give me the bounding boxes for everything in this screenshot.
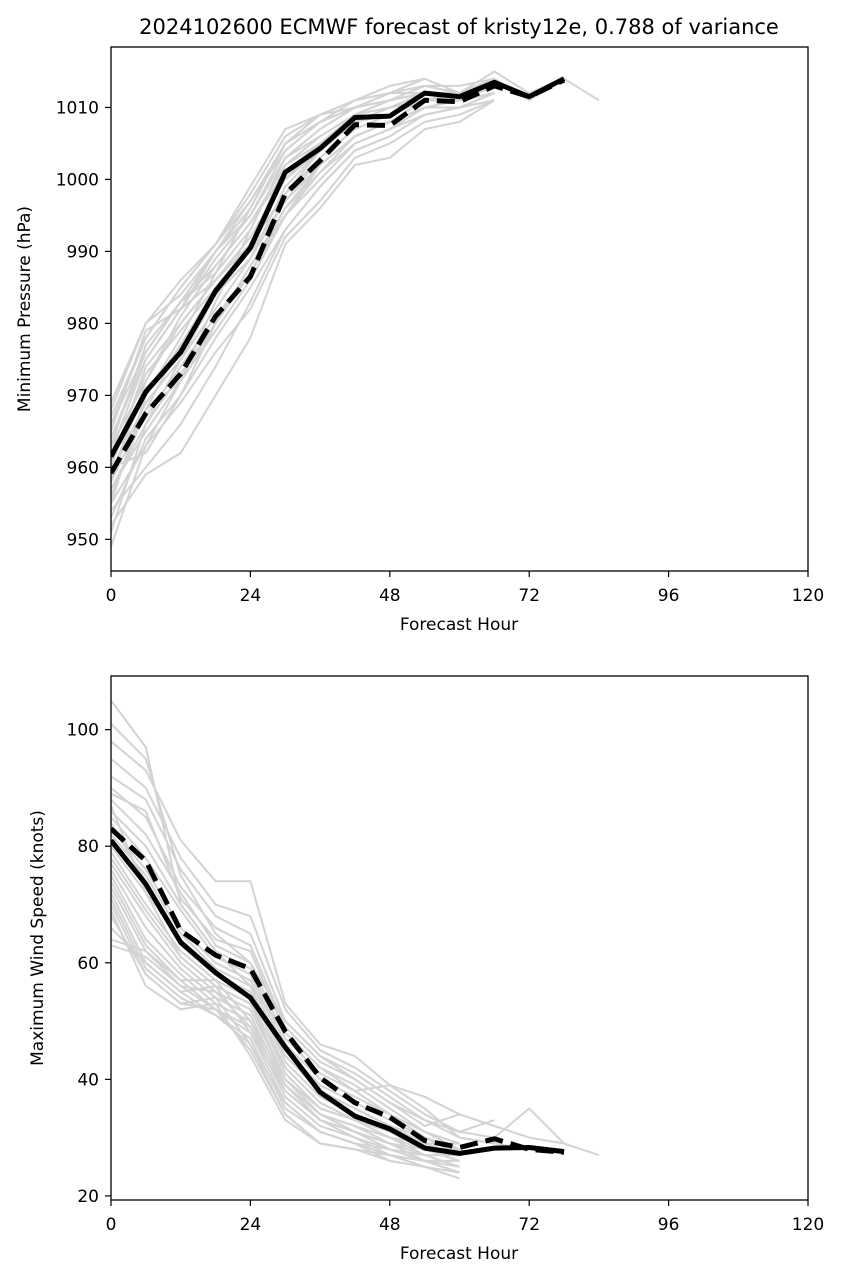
wind-y-tick-label: 100 bbox=[67, 721, 99, 741]
pressure-x-ticks: 0 24 48 72 96 120 bbox=[106, 571, 824, 606]
pressure-ensemble-member-24 bbox=[111, 84, 495, 461]
wind-ensemble-member-7 bbox=[111, 792, 460, 1145]
pressure-ensemble-member-16 bbox=[111, 92, 495, 490]
wind-x-tick-label: 24 bbox=[240, 1215, 262, 1235]
pressure-x-axis-label: Forecast Hour bbox=[400, 615, 518, 635]
wind-ensemble-member-24 bbox=[111, 909, 460, 1162]
pressure-ensemble-member-25 bbox=[111, 84, 495, 447]
pressure-ensemble-member-28 bbox=[111, 99, 495, 504]
pressure-dashed-line bbox=[111, 77, 566, 475]
wind-x-tick-label: 48 bbox=[379, 1215, 401, 1235]
wind-ensemble-member-2 bbox=[111, 723, 565, 1145]
pressure-x-tick-label: 24 bbox=[240, 586, 262, 606]
pressure-x-tick-label: 72 bbox=[518, 586, 540, 606]
wind-ensemble-member-20 bbox=[111, 886, 426, 1168]
wind-y-axis-label: Maximum Wind Speed (knots) bbox=[28, 810, 48, 1066]
wind-y-ticks: 20 40 60 80 100 bbox=[67, 721, 111, 1207]
pressure-ensemble-member-9 bbox=[111, 84, 495, 533]
pressure-y-tick-label: 960 bbox=[67, 458, 99, 478]
wind-x-tick-label: 0 bbox=[106, 1215, 117, 1235]
pressure-x-tick-label: 96 bbox=[658, 586, 680, 606]
pressure-ensemble-member-22 bbox=[111, 99, 495, 512]
pressure-x-tick-label: 0 bbox=[106, 586, 117, 606]
pressure-x-tick-label: 48 bbox=[379, 586, 401, 606]
wind-y-tick-label: 80 bbox=[77, 837, 99, 857]
wind-x-ticks: 0 24 48 72 96 120 bbox=[106, 1200, 824, 1235]
pressure-y-tick-label: 1010 bbox=[56, 98, 99, 118]
wind-y-tick-label: 20 bbox=[77, 1187, 99, 1207]
pressure-ensemble-lines bbox=[111, 70, 600, 547]
wind-ensemble-lines bbox=[111, 699, 600, 1180]
pressure-ensemble-member-29 bbox=[111, 92, 495, 490]
wind-ensemble-member-28 bbox=[111, 944, 460, 1157]
pressure-solid-line bbox=[111, 76, 566, 458]
pressure-highlight-lines bbox=[111, 76, 566, 475]
pressure-ensemble-member-3 bbox=[111, 77, 495, 483]
wind-ensemble-member-11 bbox=[111, 828, 460, 1157]
wind-x-tick-label: 120 bbox=[792, 1215, 824, 1235]
pressure-ensemble-member-6 bbox=[111, 84, 460, 439]
pressure-y-tick-label: 990 bbox=[67, 242, 99, 262]
wind-ensemble-member-4 bbox=[111, 758, 495, 1133]
wind-ensemble-member-8 bbox=[111, 798, 460, 1151]
wind-ensemble-member-23 bbox=[111, 904, 460, 1168]
pressure-y-tick-label: 980 bbox=[67, 314, 99, 334]
wind-x-tick-label: 96 bbox=[658, 1215, 680, 1235]
pressure-axes-frame bbox=[110, 46, 809, 572]
pressure-ensemble-member-8 bbox=[111, 77, 425, 411]
pressure-y-tick-label: 1000 bbox=[56, 170, 99, 190]
wind-solid-line bbox=[111, 838, 565, 1156]
wind-y-tick-label: 60 bbox=[77, 954, 99, 974]
pressure-x-tick-label: 120 bbox=[792, 586, 824, 606]
wind-ensemble-member-27 bbox=[111, 938, 460, 1145]
wind-ensemble-member-30 bbox=[111, 822, 460, 1151]
wind-ensemble-member-10 bbox=[111, 816, 460, 1156]
pressure-y-tick-label: 950 bbox=[67, 530, 99, 550]
pressure-y-tick-label: 970 bbox=[67, 386, 99, 406]
pressure-y-axis-label: Minimum Pressure (hPa) bbox=[15, 206, 35, 412]
pressure-ensemble-member-30 bbox=[111, 92, 495, 475]
wind-x-tick-label: 72 bbox=[518, 1215, 540, 1235]
figure-title: 2024102600 ECMWF forecast of kristy12e, … bbox=[139, 15, 779, 39]
wind-ensemble-member-25 bbox=[111, 915, 460, 1157]
pressure-panel: 0 24 48 72 96 120 950 960 970 980 990 1000 1010 For… bbox=[15, 46, 824, 635]
wind-highlight-lines bbox=[111, 826, 565, 1156]
wind-ensemble-member-26 bbox=[111, 927, 460, 1151]
wind-axes-frame bbox=[110, 675, 809, 1201]
pressure-ensemble-member-7 bbox=[111, 77, 426, 425]
wind-panel: 0 24 48 72 96 120 20 40 60 80 100 Forecast Hour M… bbox=[28, 675, 824, 1264]
wind-ensemble-member-1 bbox=[111, 699, 600, 1157]
pressure-y-ticks: 950 960 970 980 990 1000 1010 bbox=[56, 98, 111, 550]
wind-y-tick-label: 40 bbox=[77, 1070, 99, 1090]
wind-dashed-line bbox=[111, 826, 565, 1155]
pressure-ensemble-member-21 bbox=[111, 99, 495, 526]
wind-x-axis-label: Forecast Hour bbox=[400, 1244, 518, 1264]
